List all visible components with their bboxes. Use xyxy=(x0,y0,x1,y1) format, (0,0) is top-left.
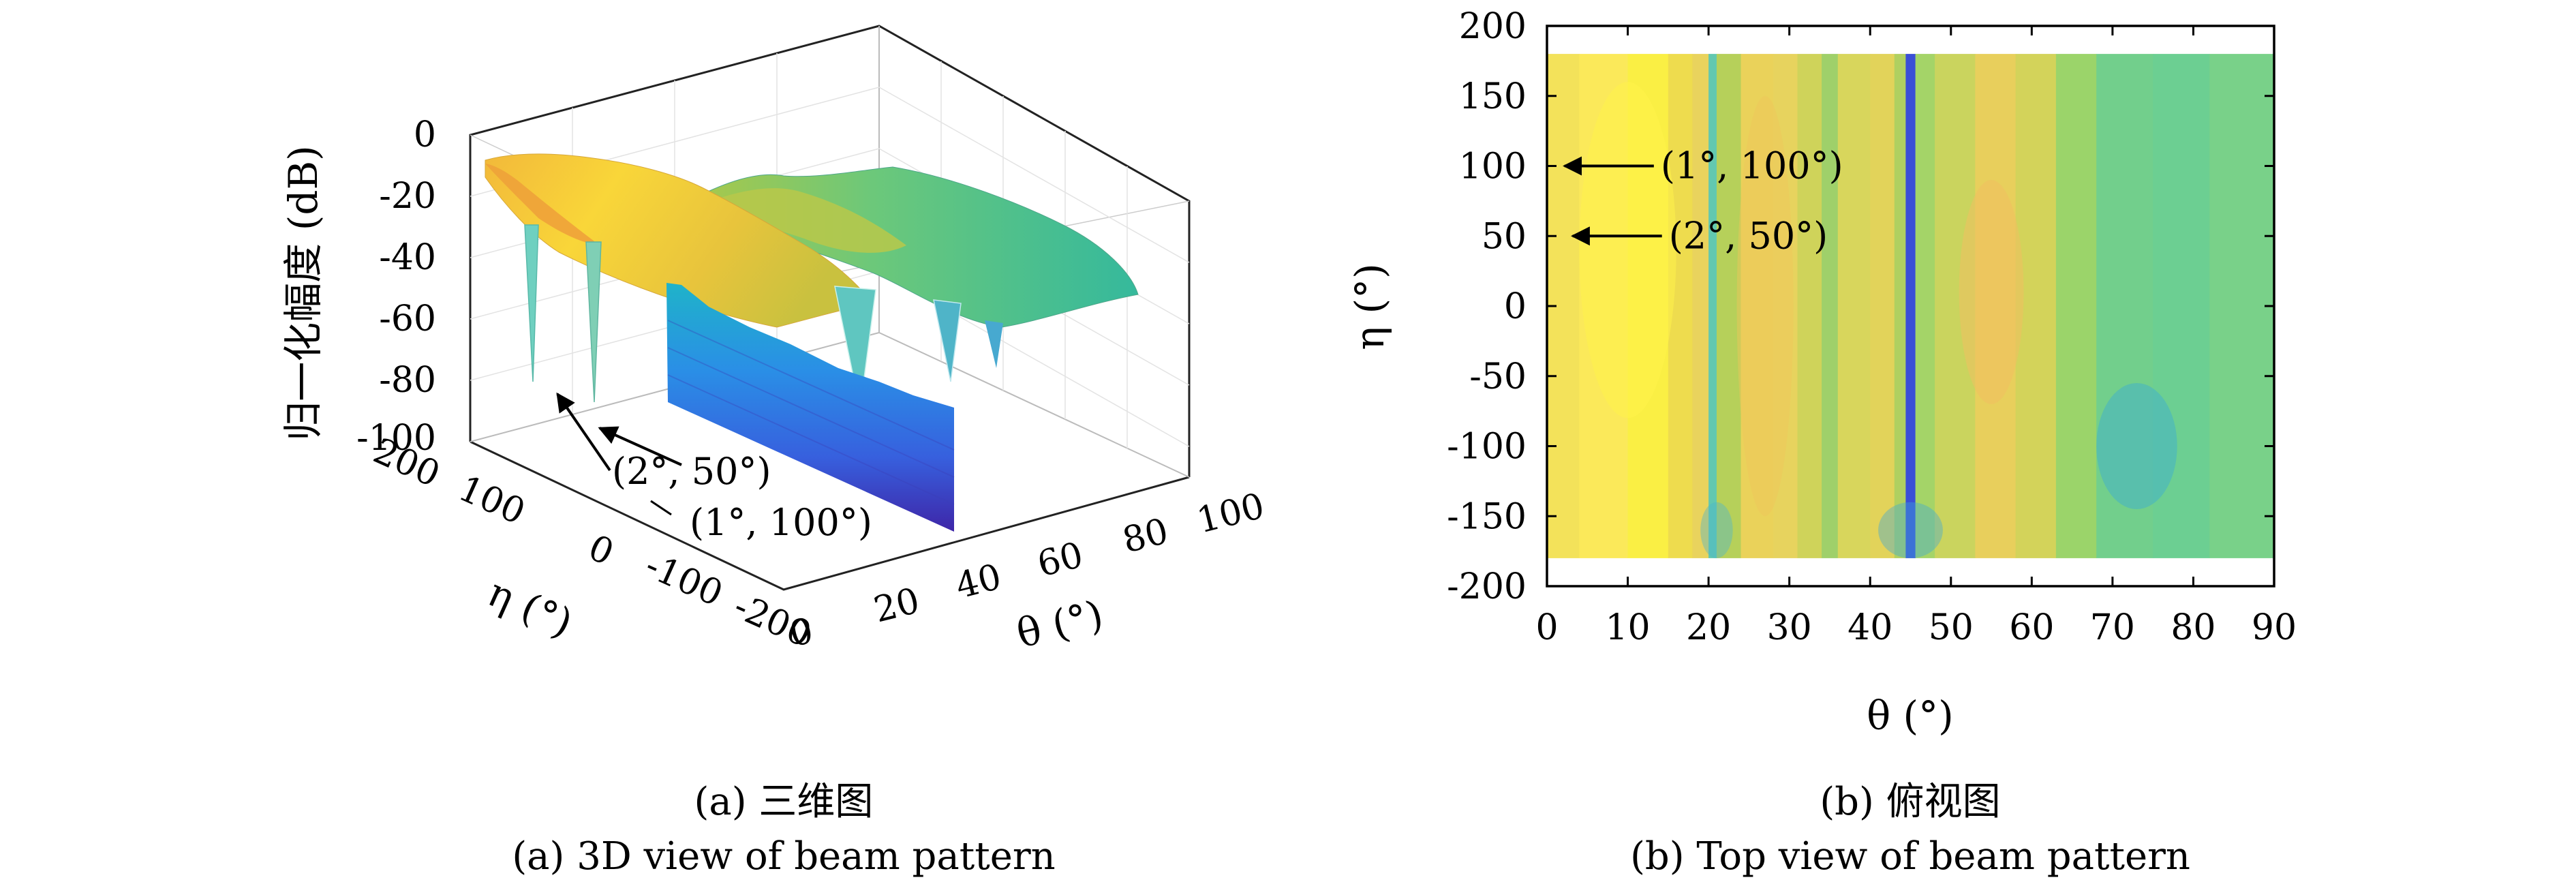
z-tick-label: 0 xyxy=(414,115,436,155)
x-tick-label: 80 xyxy=(2171,607,2215,648)
eta-tick-label: 100 xyxy=(453,468,531,533)
z-tick-label: -80 xyxy=(379,360,436,401)
x-tick-label: 60 xyxy=(2009,607,2054,648)
x-tick-label: 50 xyxy=(1929,607,1974,648)
heatmap-bands xyxy=(1547,54,2275,558)
eta-axis-label: η (°) xyxy=(481,569,579,647)
z-tick-label: -40 xyxy=(379,237,436,278)
z-axis-label: 归一化幅度 (dB) xyxy=(280,145,326,440)
annotation-arrow xyxy=(556,392,611,472)
x-tick-label: 90 xyxy=(2252,607,2297,648)
heatmap-y-ticks: 200 150 100 50 0 -50 -100 -150 -200 xyxy=(1447,6,2274,607)
heatmap-band xyxy=(1870,54,1895,558)
theta-tick-label: 100 xyxy=(1193,485,1268,541)
surface-side-wall xyxy=(666,283,954,532)
surface-wall-bands xyxy=(667,320,955,505)
annotation-label: (1°, 100°) xyxy=(1661,145,1843,187)
surface-green-highlight xyxy=(702,188,906,253)
heatmap-x-axis-label: θ (°) xyxy=(1867,693,1954,739)
heatmap-y-axis-label: η (°) xyxy=(1347,263,1393,350)
x-tick-label: 0 xyxy=(1535,607,1558,648)
theta-tick-label: 60 xyxy=(1034,534,1088,585)
heatmap-band xyxy=(1773,54,1798,558)
caption-b-en: (b) Top view of beam pattern xyxy=(1630,834,2190,879)
caption-a-en: (a) 3D view of beam pattern xyxy=(512,834,1055,879)
y-tick-label: 100 xyxy=(1459,147,1527,187)
heatmap-band xyxy=(2055,54,2097,558)
y-tick-label: -150 xyxy=(1447,496,1527,537)
eta-tick-label: 0 xyxy=(582,528,619,574)
theta-tick-label: 20 xyxy=(870,580,924,630)
z-tick-label: -20 xyxy=(379,176,436,217)
heatmap-band xyxy=(1741,54,1774,558)
z-tick-labels: 0 -20 -40 -60 -80 -100 xyxy=(356,115,436,459)
heatmap-band xyxy=(1915,54,1935,558)
heatmap-panel: 200 150 100 50 0 -50 -100 -150 -200 0 10 20 30 40 50 6… xyxy=(1347,6,2297,879)
heatmap-band xyxy=(1822,54,1839,558)
heatmap-band xyxy=(1692,54,1709,558)
z-tick-label: -60 xyxy=(379,299,436,339)
surface-orange-flank xyxy=(485,164,600,245)
heatmap-lobe-shade xyxy=(1878,502,1943,558)
z-tick-label: -100 xyxy=(356,418,436,459)
annotation-label: (2°, 50°) xyxy=(612,450,771,493)
x-tick-label: 20 xyxy=(1686,607,1731,648)
heatmap-band xyxy=(2209,54,2275,558)
x-tick-label: 30 xyxy=(1767,607,1812,648)
x-tick-label: 70 xyxy=(2090,607,2135,648)
theta-tick-label: 80 xyxy=(1119,511,1173,561)
annotation-label: (1°, 100°) xyxy=(690,501,872,544)
surface-3d-panel: 0 -20 -40 -60 -80 -100 归一化幅度 (dB) 20 0 10… xyxy=(280,25,1268,879)
heatmap-lobe-shade xyxy=(1959,180,2024,404)
heatmap-band xyxy=(1716,54,1742,558)
theta-tick-label: 40 xyxy=(952,556,1006,607)
heatmap-band xyxy=(1905,54,1916,558)
y-tick-label: -50 xyxy=(1469,356,1527,397)
annotation-leader xyxy=(650,500,672,516)
heatmap-band xyxy=(1894,54,1906,558)
heatmap-band xyxy=(1837,54,1871,558)
heatmap-lobe-shade xyxy=(2096,383,2177,509)
heatmap-band xyxy=(1797,54,1822,558)
heatmap-lobe-shade xyxy=(1700,502,1733,558)
x-tick-label: 40 xyxy=(1847,607,1892,648)
x-tick-label: 10 xyxy=(1605,607,1650,648)
theta-axis-label-3d: θ (°) xyxy=(1012,591,1107,657)
annotations-3d: (2°, 50°) (1°, 100°) xyxy=(556,392,872,544)
y-tick-label: 0 xyxy=(1504,286,1527,327)
heatmap-lobe-shade xyxy=(1736,95,1794,517)
surface-nulls xyxy=(524,224,1003,410)
caption-a-zh: (a) 三维图 xyxy=(694,780,874,824)
y-tick-label: -100 xyxy=(1447,427,1527,468)
caption-b-zh: (b) 俯视图 xyxy=(1820,780,2000,824)
heatmap-band xyxy=(1708,54,1717,558)
y-tick-label: 150 xyxy=(1459,76,1527,117)
y-tick-label: 200 xyxy=(1459,6,1527,47)
heatmap-x-ticks: 0 10 20 30 40 50 60 70 80 90 xyxy=(1535,26,2297,648)
eta-tick-label: -100 xyxy=(639,545,729,615)
y-tick-label: -200 xyxy=(1447,566,1527,607)
annotation-arrow xyxy=(598,426,682,466)
heatmap-lobe-shade xyxy=(1579,82,1676,419)
heatmap-annotations: (1°, 100°) (2°, 50°) xyxy=(1563,145,1843,257)
annotation-label: (2°, 50°) xyxy=(1669,214,1828,257)
y-tick-label: 50 xyxy=(1482,216,1527,257)
